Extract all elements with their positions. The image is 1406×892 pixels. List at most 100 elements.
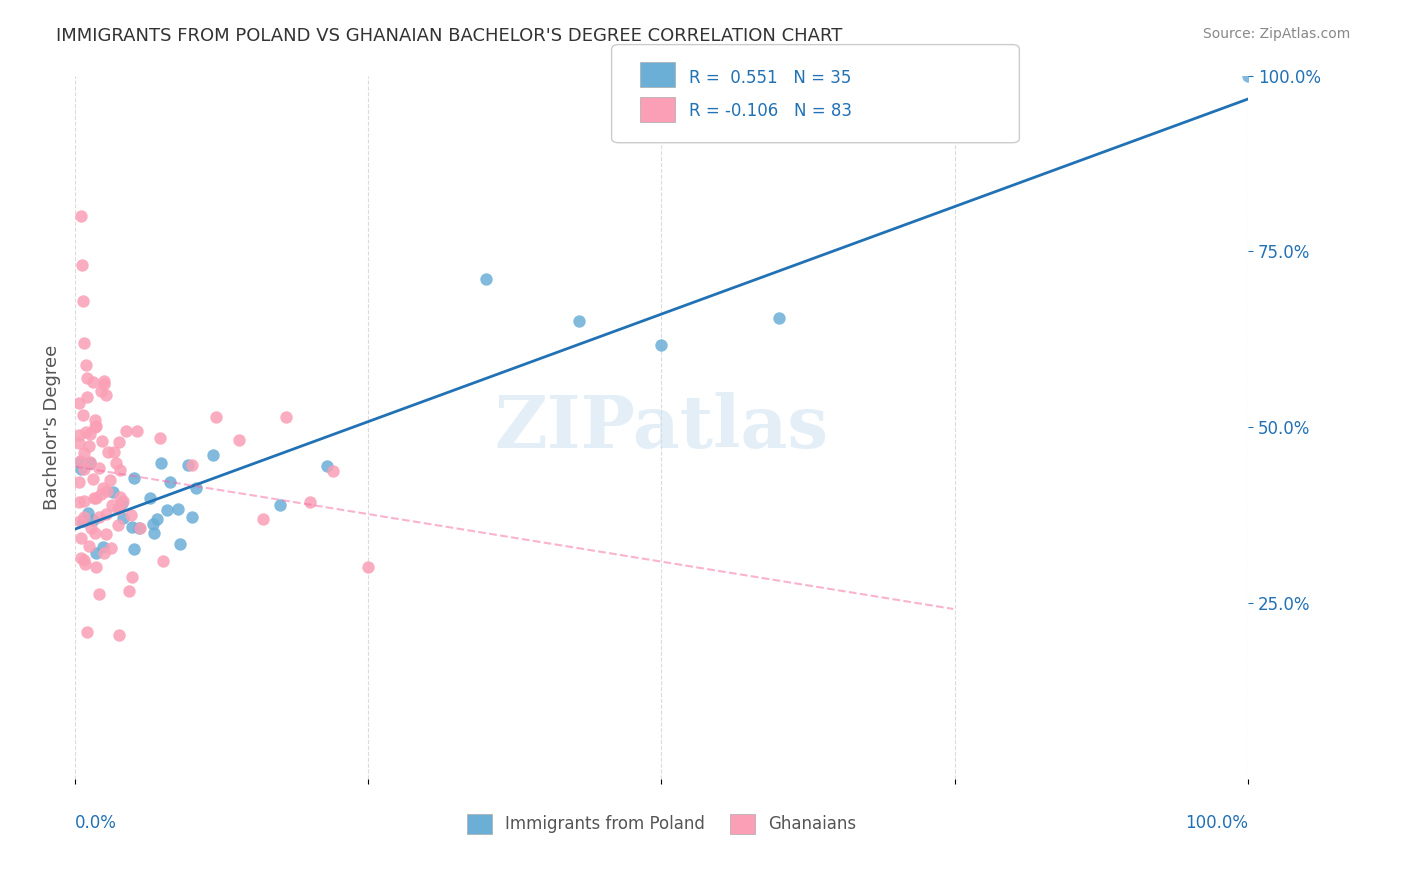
Point	[107, 518, 129, 533]
Text: R =  0.551   N = 35: R = 0.551 N = 35	[689, 69, 851, 87]
Point	[84, 413, 107, 427]
Point	[186, 481, 208, 495]
Point	[67, 428, 90, 442]
Point	[86, 418, 108, 433]
Text: 0.0%: 0.0%	[75, 814, 117, 832]
Point	[75, 557, 97, 571]
Point	[76, 371, 98, 385]
Point	[149, 431, 172, 445]
Point	[67, 495, 90, 509]
Point	[118, 583, 141, 598]
Point	[76, 624, 98, 639]
Point	[83, 491, 105, 506]
Point	[73, 553, 96, 567]
Text: R = -0.106   N = 83: R = -0.106 N = 83	[689, 103, 852, 120]
Point	[90, 384, 112, 398]
Point	[150, 456, 173, 470]
Point	[73, 446, 96, 460]
Point	[84, 491, 107, 505]
Point	[101, 498, 124, 512]
Point	[76, 390, 98, 404]
Point	[93, 374, 115, 388]
Point	[139, 491, 162, 505]
Point	[159, 475, 181, 489]
Point	[474, 272, 496, 286]
Point	[75, 425, 97, 439]
Point	[128, 521, 150, 535]
Point	[181, 458, 204, 472]
Point	[181, 510, 204, 524]
Point	[90, 434, 112, 448]
Point	[156, 502, 179, 516]
Point	[73, 335, 96, 350]
Y-axis label: Bachelor's Degree: Bachelor's Degree	[44, 344, 60, 510]
Point	[177, 458, 200, 472]
Point	[70, 455, 93, 469]
Point	[1237, 69, 1260, 83]
Point	[228, 434, 250, 448]
Point	[70, 209, 93, 223]
Point	[72, 408, 94, 422]
Point	[121, 570, 143, 584]
Point	[269, 498, 291, 512]
Point	[122, 471, 145, 485]
Point	[84, 560, 107, 574]
Point	[204, 410, 226, 425]
Point	[152, 554, 174, 568]
Point	[75, 359, 97, 373]
Point	[169, 537, 191, 551]
Point	[96, 507, 118, 521]
Point	[108, 462, 131, 476]
Point	[87, 461, 110, 475]
Point	[107, 434, 129, 449]
Point	[83, 419, 105, 434]
Point	[276, 410, 298, 425]
Text: ZIPatlas: ZIPatlas	[495, 392, 828, 463]
Point	[76, 506, 98, 520]
Point	[90, 487, 112, 501]
Point	[97, 445, 120, 459]
Point	[357, 559, 380, 574]
Point	[111, 511, 134, 525]
Point	[69, 551, 91, 566]
Point	[167, 502, 190, 516]
Point	[108, 627, 131, 641]
Point	[98, 473, 121, 487]
Point	[108, 500, 131, 515]
Point	[129, 521, 152, 535]
Point	[142, 517, 165, 532]
Point	[120, 508, 142, 523]
Point	[125, 424, 148, 438]
Point	[67, 475, 90, 490]
Point	[82, 472, 104, 486]
Legend: Immigrants from Poland, Ghanaians: Immigrants from Poland, Ghanaians	[467, 814, 856, 834]
Point	[100, 541, 122, 555]
Point	[79, 456, 101, 470]
Point	[69, 454, 91, 468]
Point	[77, 539, 100, 553]
Point	[84, 546, 107, 560]
Point	[107, 502, 129, 516]
Point	[103, 445, 125, 459]
Text: Source: ZipAtlas.com: Source: ZipAtlas.com	[1202, 27, 1350, 41]
Point	[79, 426, 101, 441]
Text: 100.0%: 100.0%	[1185, 814, 1249, 832]
Point	[111, 494, 134, 508]
Point	[67, 436, 90, 450]
Point	[121, 520, 143, 534]
Point	[94, 526, 117, 541]
Point	[72, 514, 94, 528]
Point	[67, 396, 90, 410]
Point	[146, 512, 169, 526]
Text: IMMIGRANTS FROM POLAND VS GHANAIAN BACHELOR'S DEGREE CORRELATION CHART: IMMIGRANTS FROM POLAND VS GHANAIAN BACHE…	[56, 27, 842, 45]
Point	[103, 485, 125, 500]
Point	[322, 464, 344, 478]
Point	[72, 293, 94, 308]
Point	[93, 376, 115, 391]
Point	[201, 448, 224, 462]
Point	[96, 484, 118, 499]
Point	[70, 462, 93, 476]
Point	[82, 513, 104, 527]
Point	[70, 531, 93, 545]
Point	[110, 490, 132, 504]
